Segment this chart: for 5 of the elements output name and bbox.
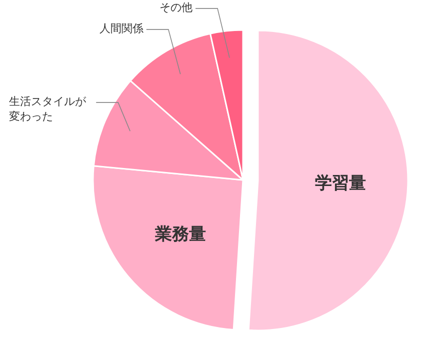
slice-label: 生活スタイルが変わった xyxy=(9,94,88,124)
slice-label: 人間関係 xyxy=(99,21,144,36)
slice-label: 学習量 xyxy=(314,172,366,195)
slice-label: その他 xyxy=(160,0,193,16)
slice-label: 業務量 xyxy=(154,223,206,246)
